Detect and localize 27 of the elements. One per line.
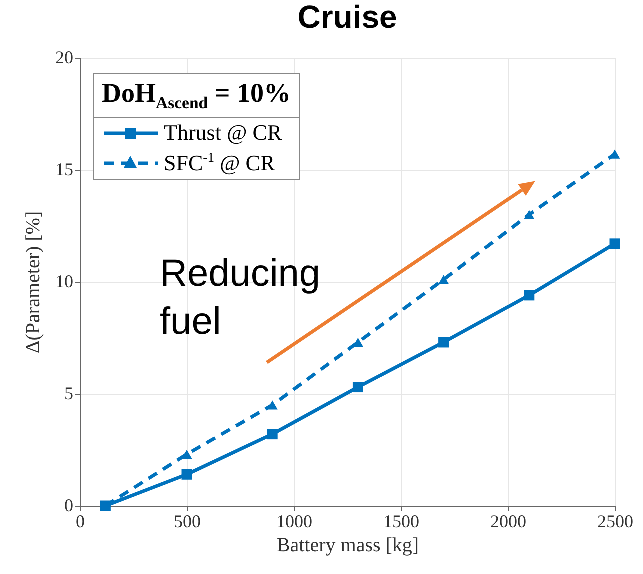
y-tick-label: 15 bbox=[56, 160, 74, 180]
x-tick-label: 1000 bbox=[276, 512, 312, 532]
y-tick-label: 5 bbox=[64, 384, 74, 404]
legend-label: SFC$^{-1}$ @ CR bbox=[164, 150, 276, 177]
annotation: Reducing fuel bbox=[160, 252, 322, 345]
point bbox=[610, 238, 620, 250]
point bbox=[438, 275, 450, 284]
x-axis-title: Battery mass [kg] bbox=[276, 534, 420, 556]
point bbox=[267, 400, 278, 410]
x-tick-label: 500 bbox=[174, 512, 201, 532]
point bbox=[352, 382, 364, 393]
point bbox=[524, 290, 535, 301]
x-tick-label: 1500 bbox=[384, 512, 420, 532]
y-tick-label: 0 bbox=[64, 496, 74, 516]
point bbox=[524, 210, 535, 220]
x-tick-label: 2000 bbox=[490, 512, 526, 532]
legend-title: DoH$_{Ascend}$ = 10% bbox=[94, 74, 299, 118]
point bbox=[182, 469, 192, 480]
point bbox=[438, 337, 450, 348]
chart-title: Cruise bbox=[298, 0, 398, 35]
y-tick-label: 10 bbox=[56, 272, 74, 292]
point bbox=[182, 450, 192, 460]
y-tick-label: 20 bbox=[56, 48, 74, 68]
y-axis-title: Δ(Parameter) [%] bbox=[22, 211, 44, 354]
point bbox=[267, 429, 278, 440]
x-tick-label: 2500 bbox=[598, 512, 634, 532]
legend-label: Thrust @ CR bbox=[164, 120, 282, 146]
